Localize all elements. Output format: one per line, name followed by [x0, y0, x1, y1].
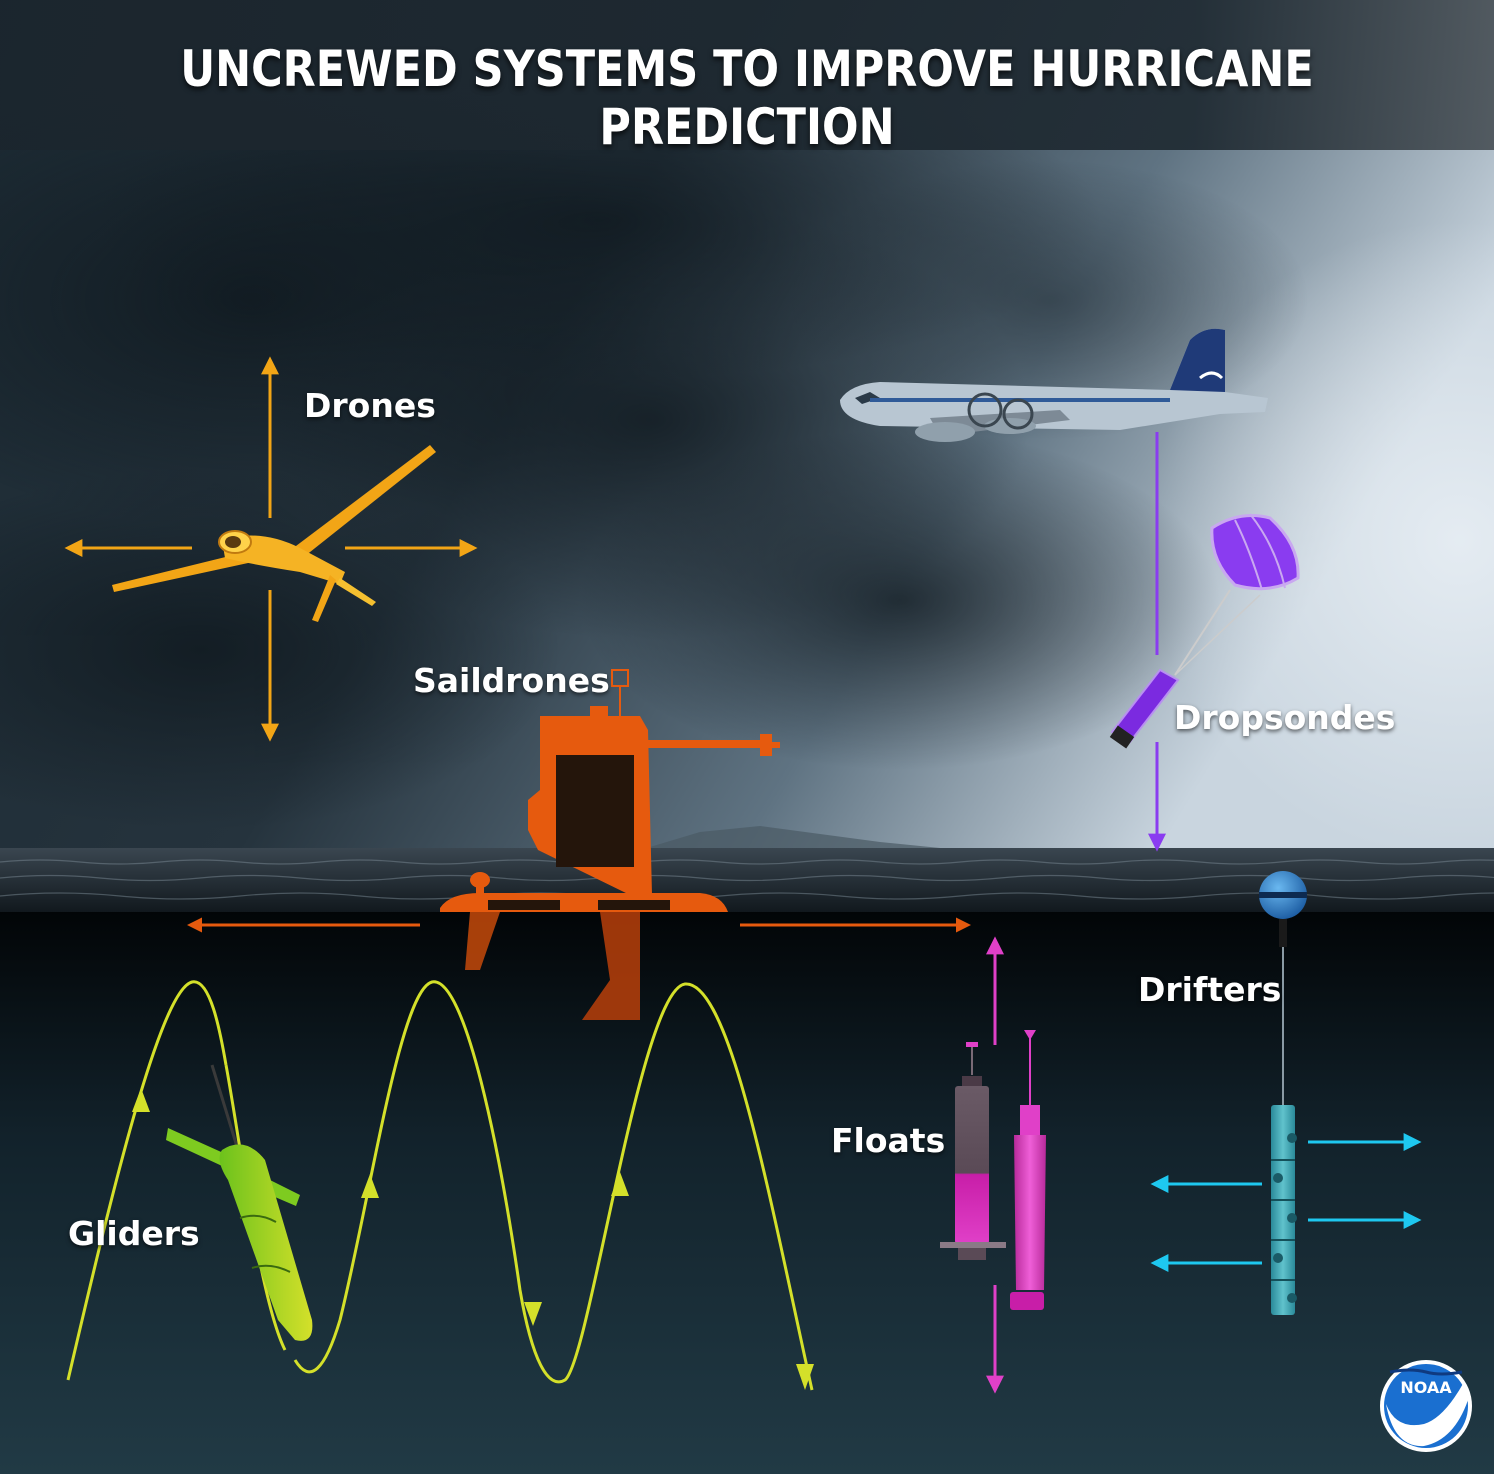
label-saildrones: Saildrones	[413, 661, 610, 700]
drifter-illustration	[1150, 871, 1422, 1315]
glider-illustration	[166, 1064, 313, 1341]
title-banner	[0, 0, 1494, 150]
dropsonde-illustration	[1109, 432, 1300, 852]
label-dropsondes: Dropsondes	[1174, 698, 1396, 737]
label-floats: Floats	[831, 1121, 946, 1160]
glider-arrows	[132, 1088, 814, 1390]
label-drones: Drones	[304, 386, 436, 425]
drone-illustration	[64, 356, 478, 742]
label-drifters: Drifters	[1138, 970, 1282, 1009]
noaa-logo-text: NOAA	[1400, 1378, 1452, 1397]
label-gliders: Gliders	[68, 1214, 200, 1253]
saildrone-illustration	[187, 669, 971, 1020]
floats-illustration	[940, 936, 1046, 1394]
noaa-logo-icon	[1380, 1360, 1472, 1452]
page-title: UNCREWED SYSTEMS TO IMPROVE HURRICANE PR…	[180, 40, 1314, 156]
hurricane-hunter-aircraft	[840, 328, 1268, 442]
